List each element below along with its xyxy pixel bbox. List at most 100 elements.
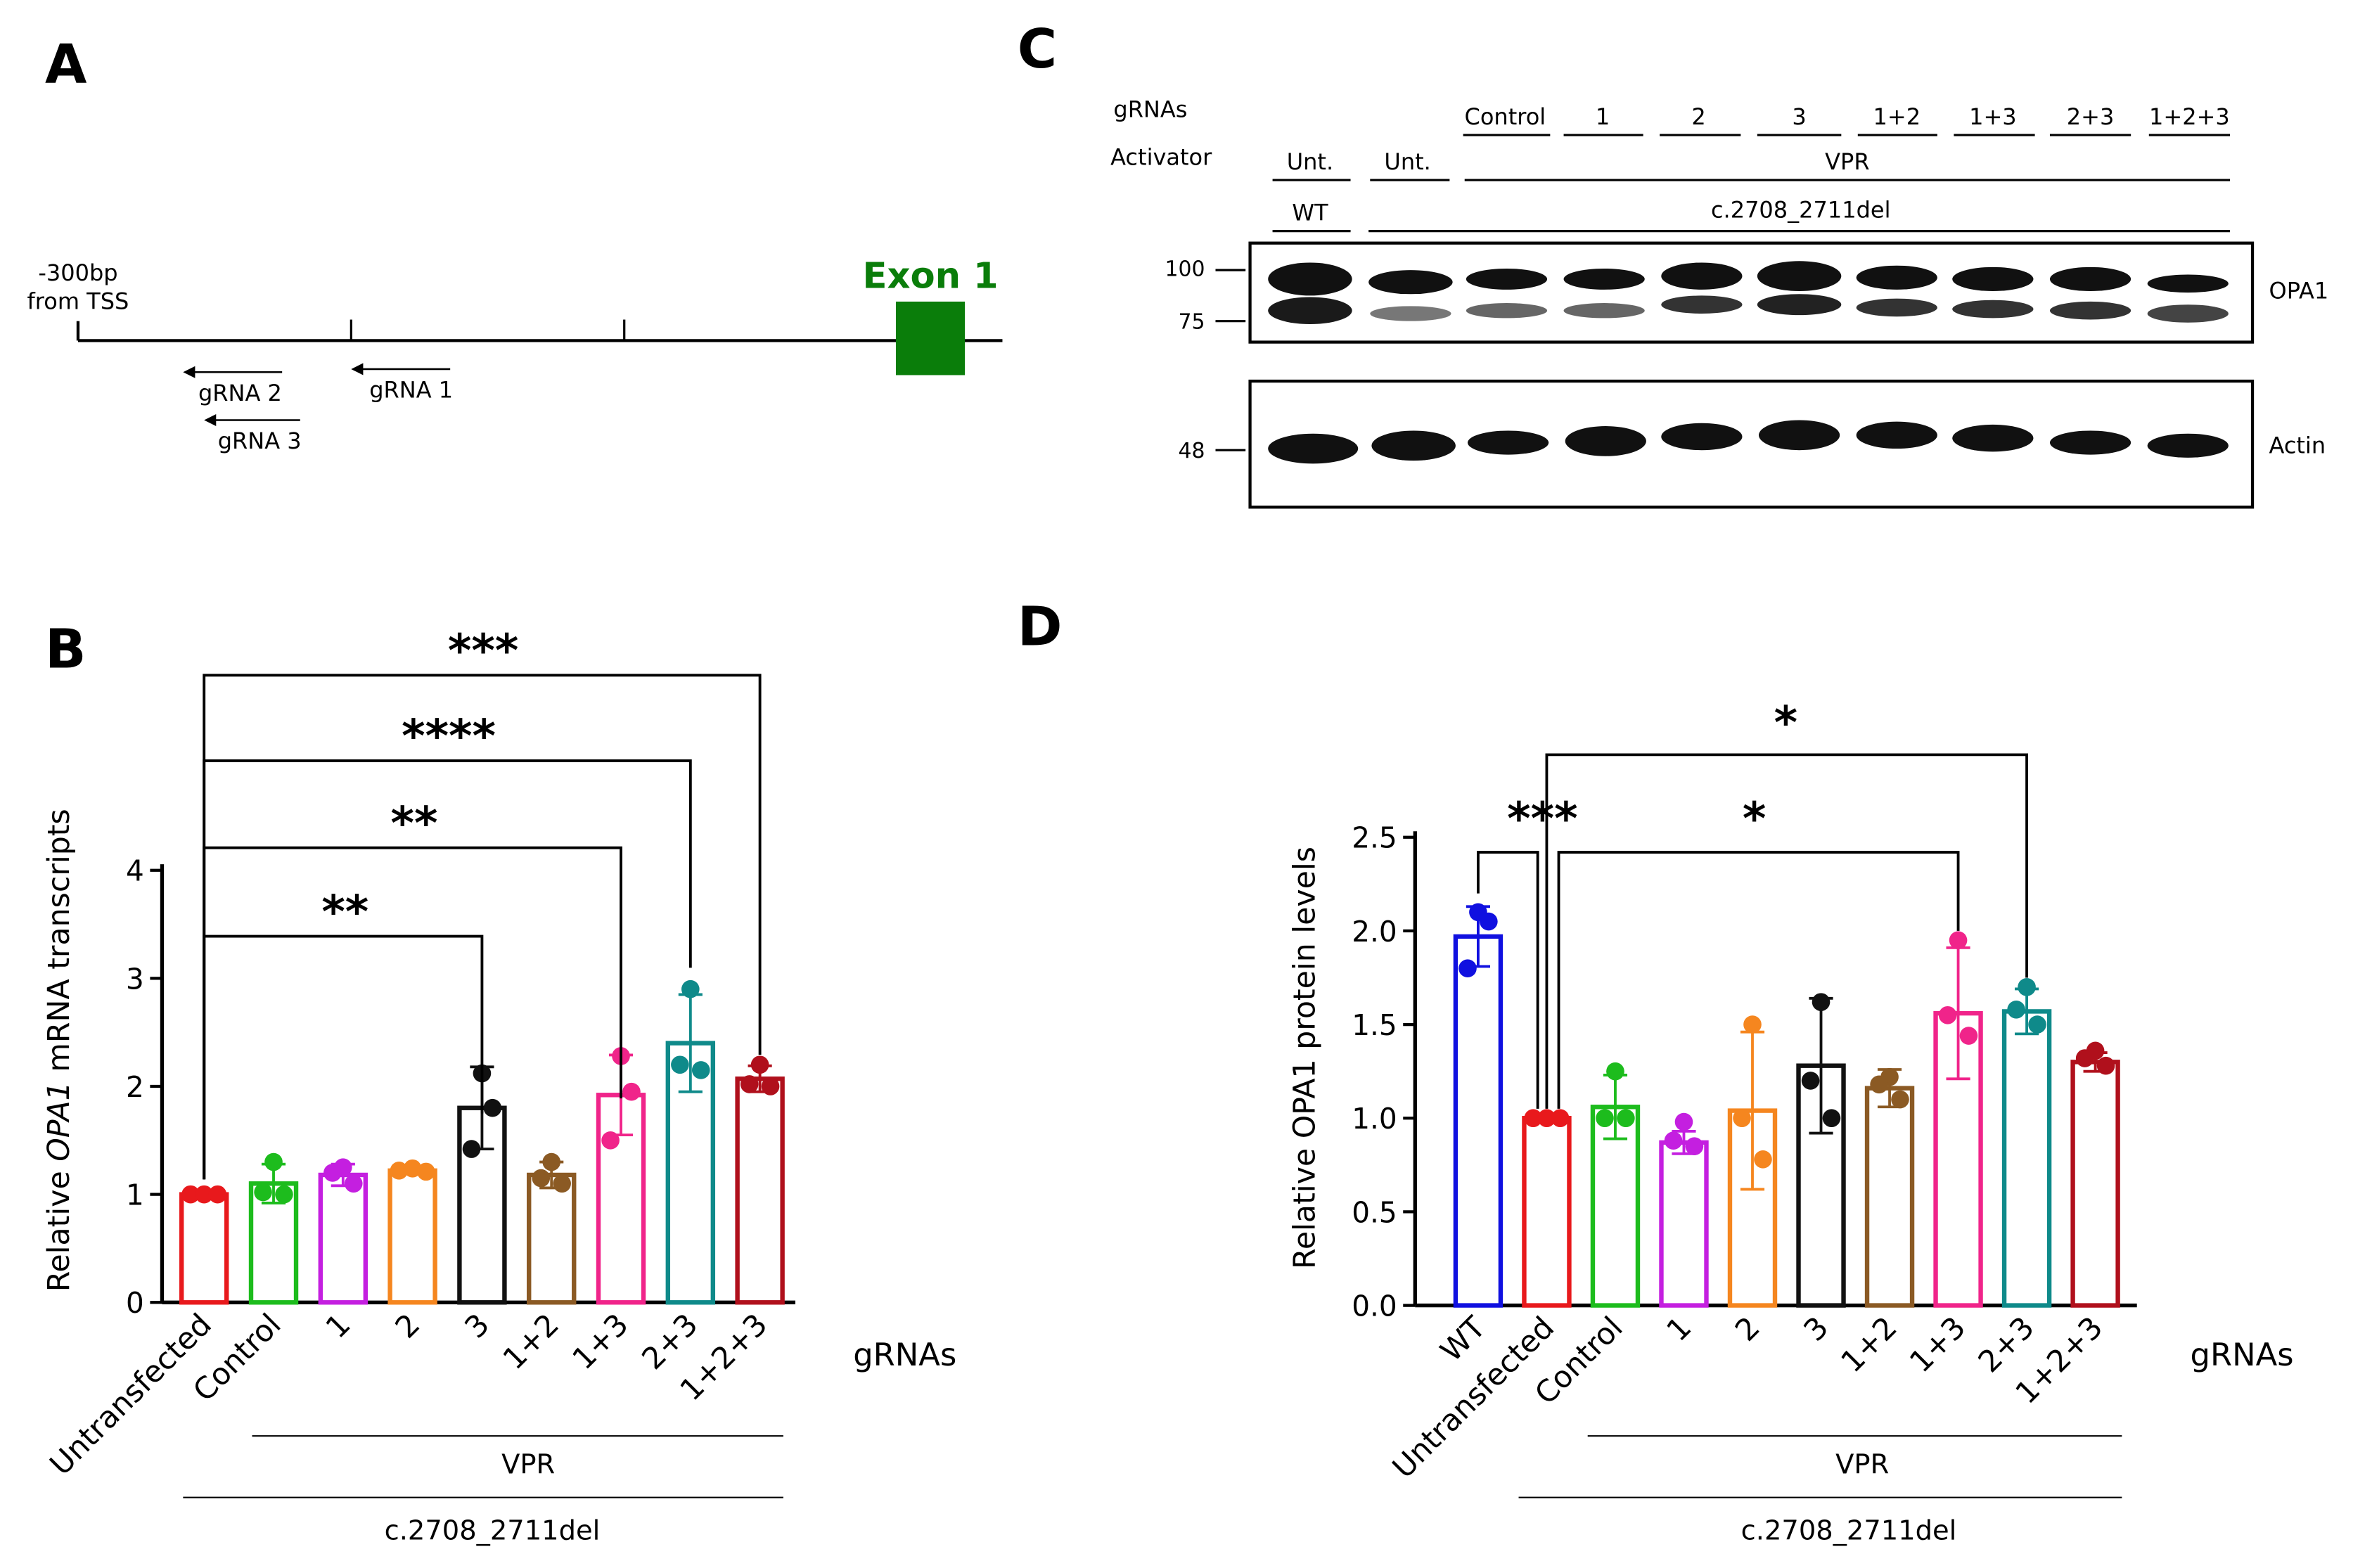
exon-label: Exon 1 xyxy=(862,255,998,297)
activator-vpr: VPR xyxy=(1825,148,1869,175)
genotype-wt: WT xyxy=(1292,200,1328,226)
significance-stars: ** xyxy=(390,798,437,850)
significance-stars: **** xyxy=(402,711,496,763)
significance-stars: * xyxy=(1743,793,1766,845)
genotype-mut: c.2708_2711del xyxy=(1711,196,1891,223)
y-tick-label: 0 xyxy=(126,1286,144,1320)
data-point xyxy=(390,1162,409,1180)
x-tick-label: 1+3 xyxy=(1903,1310,1973,1380)
opa1-bands-lower xyxy=(1268,294,2229,324)
y-axis-title: Relative OPA1 protein levels xyxy=(1287,847,1322,1269)
data-point xyxy=(1664,1131,1683,1150)
blot-label-opa1: OPA1 xyxy=(2269,278,2329,304)
panel-c: C gRNAs Activator Control 1 2 3 1+2 1+3 … xyxy=(1018,18,2329,509)
panel-letter-a: A xyxy=(45,33,87,96)
opa1-bands-upper xyxy=(1268,261,2229,296)
lane-label: Control xyxy=(1464,103,1546,130)
data-point xyxy=(1674,1112,1693,1131)
actin-blot xyxy=(1248,379,2255,509)
significance-bracket xyxy=(203,846,622,1180)
data-point xyxy=(195,1185,214,1204)
data-point xyxy=(622,1082,641,1101)
y-axis-title-suffix: mRNA transcripts xyxy=(41,809,77,1081)
row-label-grnas: gRNAs xyxy=(1113,96,1187,122)
mw-marker-75: 75 xyxy=(1179,309,1205,334)
lane-label: 1+2 xyxy=(1873,103,1921,130)
y-tick-label: 0.0 xyxy=(1352,1289,1397,1323)
x-tick-label: 2 xyxy=(389,1307,428,1346)
data-point xyxy=(1801,1072,1820,1090)
lane-label: 1+2+3 xyxy=(2149,103,2230,130)
panel-letter-b: B xyxy=(45,619,86,681)
x-tick-label: Untransfected xyxy=(43,1307,218,1482)
y-tick-label: 2.0 xyxy=(1352,915,1397,949)
y-tick-label: 3 xyxy=(126,962,144,996)
data-point xyxy=(1458,959,1477,977)
y-tick-label: 0.5 xyxy=(1352,1195,1397,1229)
exon-1-box xyxy=(895,301,966,375)
group-label-vpr: VPR xyxy=(1835,1449,1889,1481)
grna1-label: gRNA 1 xyxy=(369,377,453,404)
x-axis-title: gRNAs xyxy=(2191,1336,2294,1373)
data-point xyxy=(1685,1137,1704,1155)
x-axis-title: gRNAs xyxy=(853,1336,956,1373)
data-point xyxy=(403,1159,422,1178)
panel-letter-c: C xyxy=(1018,18,1057,81)
bar xyxy=(387,1168,437,1305)
data-point xyxy=(1822,1109,1841,1128)
group-label-mutation: c.2708_2711del xyxy=(1741,1515,1957,1546)
bar xyxy=(1522,1116,1572,1308)
data-point xyxy=(761,1077,780,1095)
panel-b-mrna-chart: B Relative OPA1 mRNA transcripts gRNAs V… xyxy=(41,619,956,1547)
data-point xyxy=(2018,978,2036,996)
bar xyxy=(2001,1009,2052,1308)
bar xyxy=(2070,1060,2120,1308)
panel-a: A -300bp from TSS Exon 1 gRNA 2 gRNA 3 g… xyxy=(27,33,1003,454)
x-tick-label: 1+3 xyxy=(566,1307,636,1377)
opa1-blot xyxy=(1248,241,2255,344)
actin-bands xyxy=(1268,420,2229,464)
grna3-label: gRNA 3 xyxy=(218,428,302,454)
bar xyxy=(1659,1140,1709,1308)
y-tick-label: 2.5 xyxy=(1352,821,1397,855)
bar xyxy=(527,1172,577,1305)
x-tick-label: 1 xyxy=(1660,1310,1699,1349)
data-point xyxy=(1606,1062,1624,1081)
data-point xyxy=(2028,1015,2046,1034)
mw-marker-100: 100 xyxy=(1165,257,1205,282)
data-point xyxy=(323,1164,342,1182)
grna2-label: gRNA 2 xyxy=(198,380,282,406)
data-point xyxy=(1812,993,1831,1011)
data-point xyxy=(417,1162,435,1181)
group-label-mutation: c.2708_2711del xyxy=(385,1515,601,1546)
y-axis-title: Relative OPA1 mRNA transcripts xyxy=(41,809,77,1292)
y-axis-title-prefix: Relative xyxy=(41,1162,77,1292)
data-point xyxy=(1551,1109,1570,1128)
data-point xyxy=(181,1185,200,1204)
data-point xyxy=(1949,931,1968,950)
group-label-vpr: VPR xyxy=(501,1449,555,1481)
y-tick-label: 2 xyxy=(126,1070,144,1104)
grna1-arrowhead xyxy=(351,363,364,375)
x-tick-label: 3 xyxy=(1797,1310,1836,1349)
blot-label-actin: Actin xyxy=(2269,432,2326,458)
significance-stars: * xyxy=(1774,698,1797,750)
x-tick-label: 2 xyxy=(1729,1310,1767,1349)
data-point xyxy=(1480,912,1498,931)
panel-d-protein-chart: D Relative OPA1 protein levels gRNAs VPR… xyxy=(1018,596,2294,1547)
y-axis-title-gene: OPA1 xyxy=(41,1081,77,1162)
significance-bracket xyxy=(203,674,762,1180)
significance-stars: *** xyxy=(448,625,518,677)
tss-label-line1: -300bp xyxy=(38,259,117,286)
data-point xyxy=(1754,1150,1772,1169)
data-point xyxy=(750,1055,769,1074)
x-tick-label: 3 xyxy=(458,1307,496,1346)
data-point xyxy=(671,1055,689,1074)
grna3-arrowhead xyxy=(204,413,217,427)
row-label-activator: Activator xyxy=(1110,144,1212,171)
data-point xyxy=(1891,1090,1909,1109)
data-point xyxy=(462,1140,481,1158)
bar xyxy=(735,1077,785,1305)
data-point xyxy=(553,1174,571,1193)
